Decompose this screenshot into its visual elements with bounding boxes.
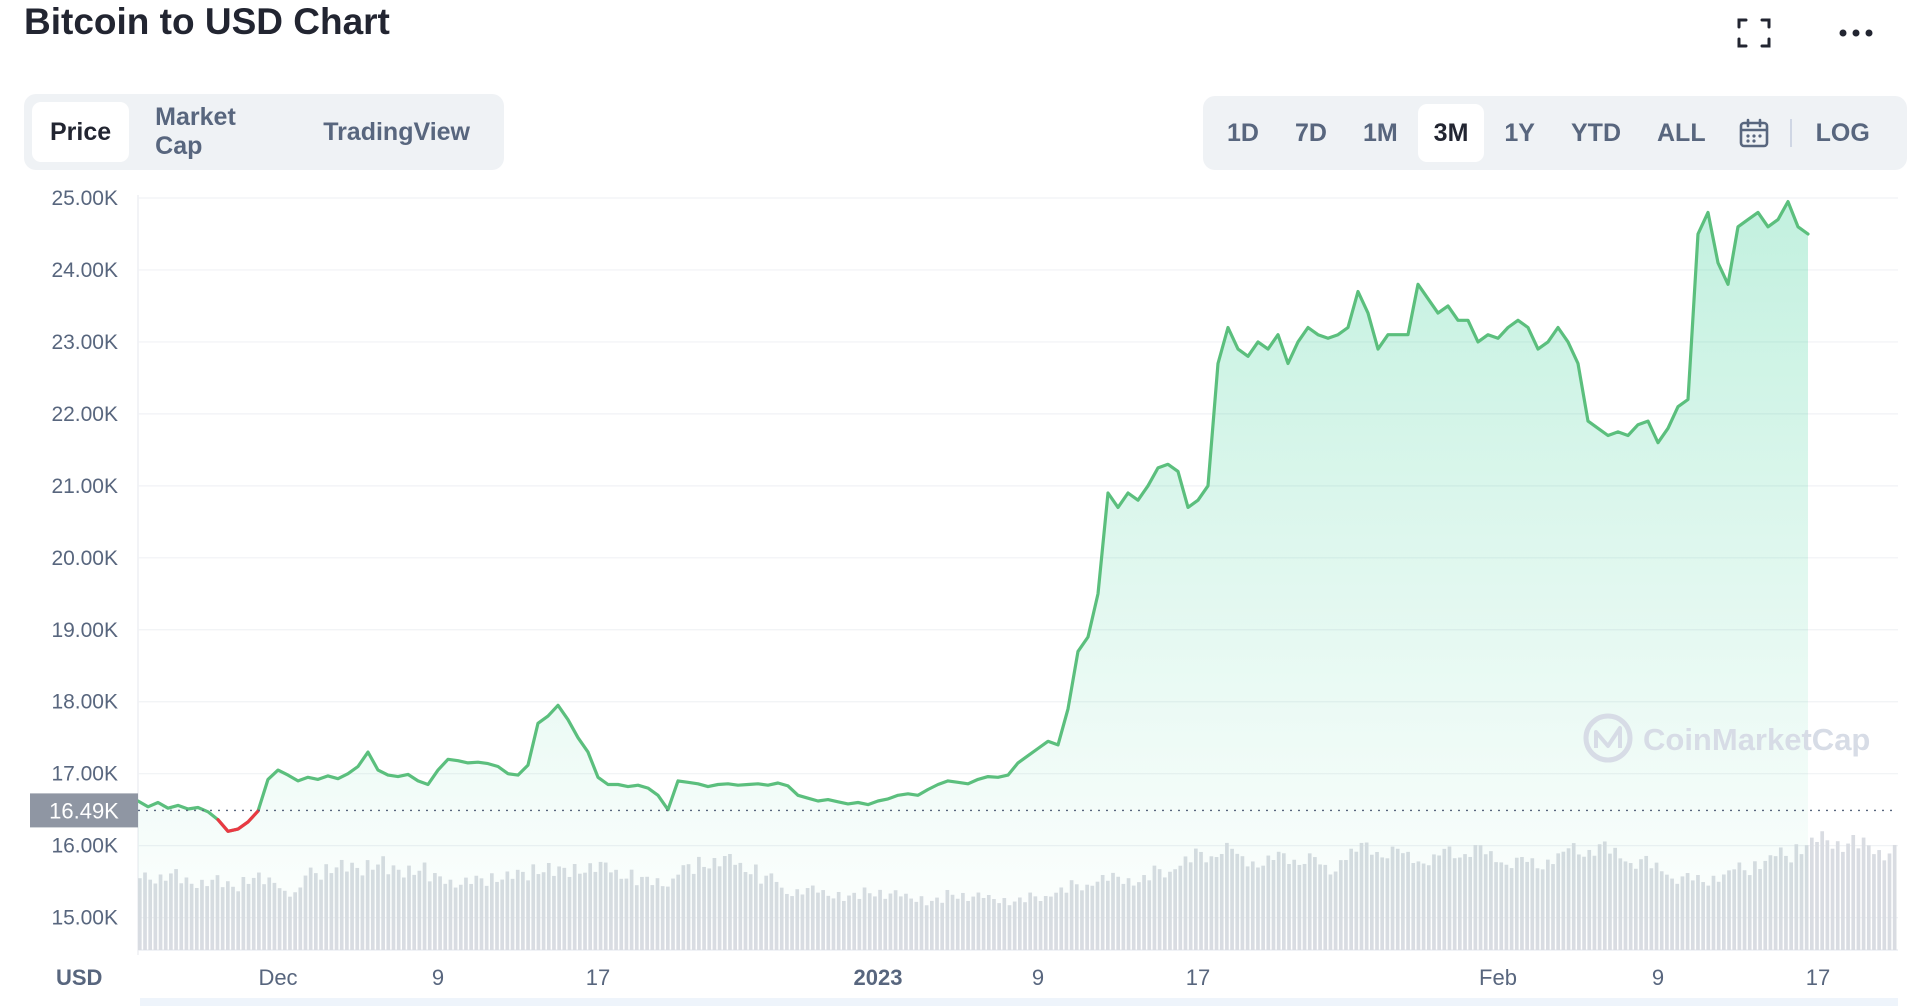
range-1d[interactable]: 1D <box>1227 118 1259 147</box>
coinmarketcap-watermark: CoinMarketCap <box>1583 713 1870 763</box>
y-tick-label: 25.00K <box>51 187 118 210</box>
watermark-text: CoinMarketCap <box>1643 722 1870 757</box>
x-tick-label: 2023 <box>854 965 903 990</box>
x-tick-label: 9 <box>432 965 444 990</box>
volume-bar <box>1872 854 1876 950</box>
y-tick-label: 23.00K <box>51 331 118 354</box>
x-tick-label: 17 <box>1806 965 1830 990</box>
tab-tradingview[interactable]: TradingView <box>323 117 470 146</box>
volume-bar <box>1861 837 1866 950</box>
x-tick-label: Feb <box>1479 965 1517 990</box>
x-tick-label: 17 <box>586 965 610 990</box>
range-ytd[interactable]: YTD <box>1571 118 1621 147</box>
fullscreen-button[interactable] <box>1726 12 1782 54</box>
volume-bar <box>1866 845 1871 950</box>
volume-bar <box>1882 860 1887 950</box>
calendar-icon <box>1739 118 1768 148</box>
volume-bar <box>1830 848 1835 950</box>
x-tick-label: 9 <box>1032 965 1044 990</box>
range-divider <box>1789 119 1792 147</box>
y-tick-label: 20.00K <box>51 547 118 570</box>
y-tick-label: 18.00K <box>51 691 118 714</box>
y-tick-label: 21.00K <box>51 475 118 498</box>
y-tick-label: 19.00K <box>51 619 118 642</box>
volume-bar <box>1835 841 1840 950</box>
y-tick-label: 24.00K <box>51 259 118 282</box>
price-line-down-segment <box>216 809 260 833</box>
price-chart[interactable]: 16.49K 25.00K 24.00K 23.00K 22.00K 21.00K 20.… <box>0 180 1924 1006</box>
log-scale-toggle[interactable]: LOG <box>1815 118 1870 147</box>
x-tick-label: 9 <box>1652 965 1664 990</box>
volume-bar <box>1825 840 1830 950</box>
x-tick-label: Dec <box>258 965 297 990</box>
volume-bar <box>1820 831 1825 950</box>
chart-type-tabs: Price Market Cap TradingView <box>24 94 504 170</box>
currency-label: USD <box>56 965 102 990</box>
volume-bar <box>1810 837 1814 950</box>
chart-scroll-strip[interactable] <box>140 998 1898 1006</box>
range-all[interactable]: ALL <box>1657 118 1706 147</box>
price-chart-svg: 16.49K 25.00K 24.00K 23.00K 22.00K 21.00K 20.… <box>30 187 1898 1006</box>
price-area-fill <box>138 201 1808 951</box>
volume-bar <box>1815 841 1819 950</box>
y-tick-label: 17.00K <box>51 763 118 786</box>
y-tick-label: 16.00K <box>51 835 118 858</box>
range-1m[interactable]: 1M <box>1362 118 1398 147</box>
tab-market-cap[interactable]: Market Cap <box>155 103 236 160</box>
price-line <box>136 200 1810 833</box>
range-3m[interactable]: 3M <box>1417 104 1485 162</box>
range-7d[interactable]: 7D <box>1294 118 1327 147</box>
volume-bar <box>1877 850 1881 950</box>
more-options-button[interactable] <box>1828 12 1884 54</box>
y-tick-label: 15.00K <box>51 907 118 930</box>
current-price-badge <box>30 793 138 828</box>
tab-price[interactable]: Price <box>32 102 130 162</box>
current-price-label: 16.49K <box>49 798 119 823</box>
volume-bar <box>1892 844 1897 950</box>
x-tick-label: 17 <box>1186 965 1210 990</box>
page-title: Bitcoin to USD Chart <box>24 1 390 42</box>
more-horizontal-icon <box>1839 29 1873 37</box>
time-range-selector: 1D 7D 1M 3M 1Y YTD ALL LOG <box>1203 96 1907 170</box>
range-1y[interactable]: 1Y <box>1504 118 1535 147</box>
volume-bar <box>1856 848 1861 950</box>
volume-bar <box>1841 851 1845 950</box>
volume-bar <box>1851 835 1856 950</box>
fullscreen-icon <box>1737 18 1771 48</box>
volume-bar <box>1846 843 1850 950</box>
volume-bar <box>1887 853 1892 950</box>
top-actions <box>1726 12 1884 54</box>
calendar-button[interactable] <box>1726 104 1782 162</box>
y-tick-label: 22.00K <box>51 403 118 426</box>
